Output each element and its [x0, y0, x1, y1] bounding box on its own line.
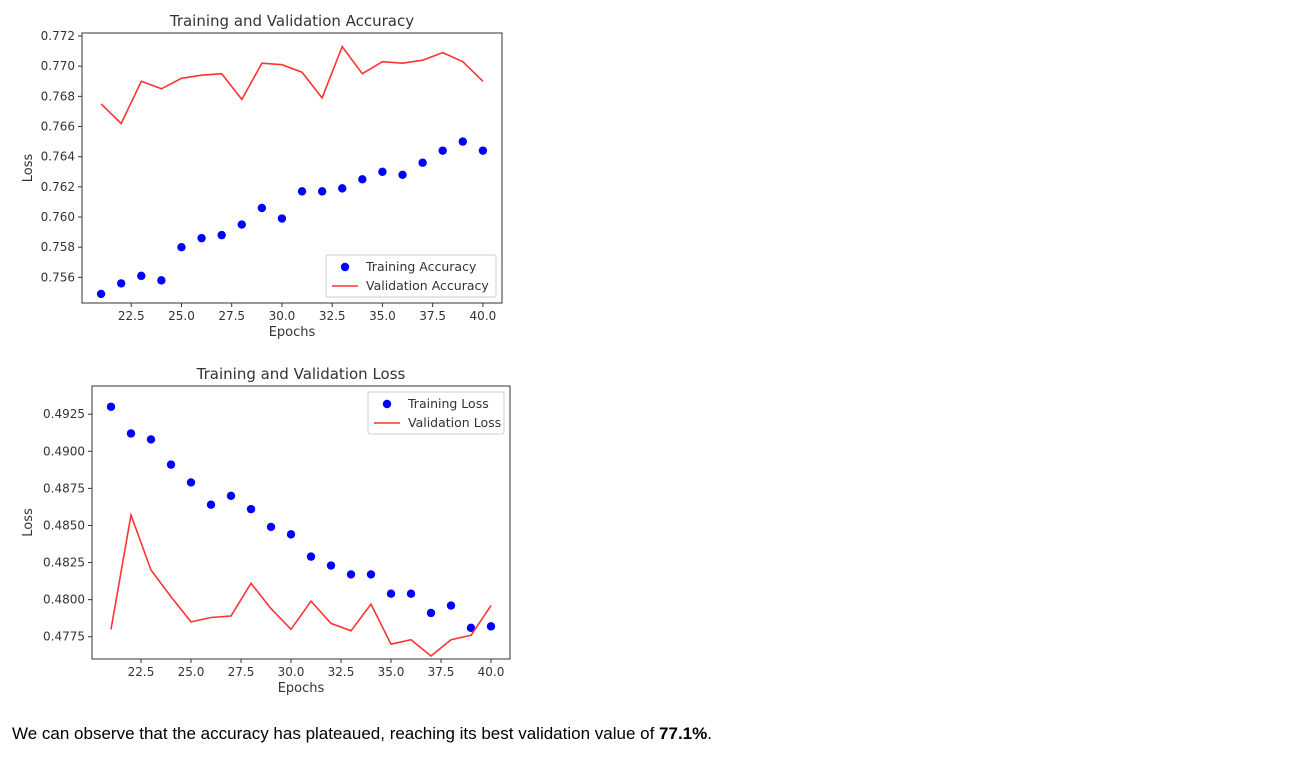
data-point — [378, 167, 387, 176]
data-point — [466, 623, 476, 633]
data-point — [458, 137, 468, 146]
y-tick-label: 0.764 — [41, 150, 75, 164]
x-tick-label: 37.5 — [419, 309, 446, 323]
plot-frame — [91, 385, 511, 660]
series-line-1 — [110, 512, 492, 658]
legend-label: Validation Loss — [408, 415, 501, 430]
data-point — [418, 158, 427, 167]
data-point — [486, 622, 496, 631]
data-point — [386, 589, 396, 598]
data-point — [116, 279, 126, 288]
x-tick-label: 35.0 — [378, 665, 405, 679]
data-point — [197, 233, 206, 243]
y-axis-label: Loss — [21, 154, 36, 183]
accuracy-chart: Training and Validation Accuracy 22.5 25.0… — [21, 12, 503, 340]
data-point — [306, 552, 316, 561]
x-tick-label: 27.5 — [218, 309, 245, 323]
y-tick-label: 0.770 — [41, 59, 75, 73]
y-tick-label: 0.4800 — [43, 593, 85, 607]
data-point — [266, 522, 276, 532]
caption-text: We can observe that the accuracy has pla… — [12, 724, 660, 743]
data-point — [146, 435, 156, 444]
data-point — [246, 504, 256, 514]
y-tick-label: 0.4875 — [43, 481, 85, 495]
caption-highlight: 77.1% — [659, 724, 708, 743]
data-point — [137, 271, 146, 281]
data-point — [106, 402, 116, 411]
y-tick-label: 0.758 — [41, 240, 75, 254]
data-point — [406, 589, 416, 598]
legend-dot-swatch — [340, 262, 350, 272]
y-axis-label: Loss — [21, 508, 36, 537]
x-tick-label: 25.0 — [178, 665, 205, 679]
caption-end: . — [707, 724, 712, 743]
y-tick-label: 0.762 — [41, 180, 75, 194]
y-tick-label: 0.4900 — [43, 444, 85, 458]
plot-frame — [81, 32, 503, 304]
loss-chart: Training and Validation Loss 22.5 25.0 27.5… — [21, 365, 511, 696]
x-tick-label: 32.5 — [328, 665, 355, 679]
y-tick-label: 0.766 — [41, 120, 75, 134]
data-point — [317, 187, 327, 196]
data-point — [277, 214, 287, 223]
data-point — [166, 460, 176, 469]
y-tick-label: 0.4925 — [43, 407, 85, 421]
x-tick-label: 22.5 — [128, 665, 155, 679]
y-tick-label: 0.768 — [41, 89, 75, 103]
data-point — [438, 146, 447, 155]
chart-title: Training and Validation Loss — [196, 365, 406, 383]
legend-label: Training Loss — [407, 396, 489, 411]
data-point — [226, 491, 236, 500]
data-point — [206, 500, 216, 509]
y-tick-label: 0.756 — [41, 270, 75, 284]
data-point — [257, 203, 267, 213]
caption: We can observe that the accuracy has pla… — [12, 724, 712, 744]
data-point — [96, 289, 106, 299]
x-tick-label: 35.0 — [369, 309, 396, 323]
data-point — [217, 230, 226, 240]
x-tick-label: 25.0 — [168, 309, 195, 323]
data-point — [126, 429, 136, 438]
data-point — [177, 242, 186, 252]
data-point — [338, 184, 347, 193]
data-point — [478, 146, 488, 155]
data-point — [426, 608, 436, 618]
legend-dot-swatch — [382, 399, 392, 409]
data-point — [446, 601, 456, 610]
data-point — [326, 561, 336, 570]
x-tick-label: 32.5 — [319, 309, 346, 323]
x-tick-label: 37.5 — [428, 665, 455, 679]
x-tick-label: 27.5 — [228, 665, 255, 679]
data-point — [346, 570, 356, 579]
data-point — [237, 220, 246, 229]
x-axis-label: Epochs — [278, 681, 325, 696]
x-tick-label: 40.0 — [478, 665, 505, 679]
series-line-1 — [100, 44, 484, 125]
y-tick-label: 0.772 — [41, 29, 75, 43]
data-point — [186, 478, 196, 487]
y-tick-label: 0.4850 — [43, 518, 85, 532]
x-tick-label: 30.0 — [278, 665, 305, 679]
legend-label: Validation Accuracy — [366, 278, 489, 293]
legend-box — [367, 391, 505, 435]
x-tick-label: 40.0 — [470, 309, 497, 323]
x-axis-label: Epochs — [269, 325, 316, 340]
chart-title: Training and Validation Accuracy — [169, 12, 414, 30]
data-point — [358, 175, 367, 184]
data-point — [297, 187, 307, 196]
legend-box — [325, 254, 497, 298]
y-tick-label: 0.4825 — [43, 556, 85, 570]
x-tick-label: 22.5 — [118, 309, 145, 323]
y-tick-label: 0.4775 — [43, 630, 85, 644]
x-tick-label: 30.0 — [269, 309, 296, 323]
data-point — [286, 530, 296, 539]
data-point — [157, 276, 166, 285]
data-point — [366, 570, 376, 579]
legend-label: Training Accuracy — [365, 259, 477, 274]
data-point — [398, 170, 407, 179]
y-tick-label: 0.760 — [41, 210, 75, 224]
